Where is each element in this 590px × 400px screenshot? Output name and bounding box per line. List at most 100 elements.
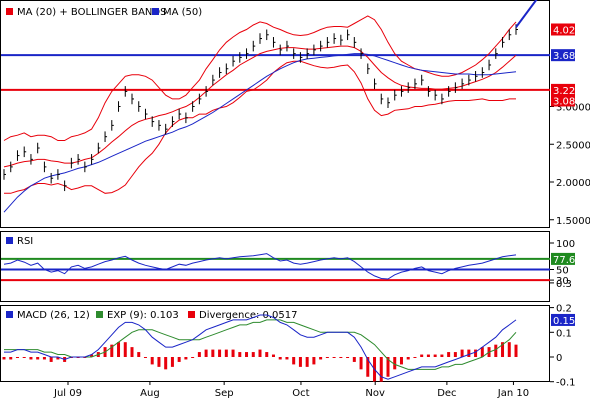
ma20-line: [3, 45, 517, 168]
macd-legend: MACD (26, 12) EXP (9): 0.103 Divergence:…: [6, 310, 298, 321]
price-value-tag-1-box: [551, 94, 575, 107]
x-axis-label-6: Jan 10: [497, 388, 529, 399]
rsi-value-tag-box: [551, 252, 575, 265]
price-y-tick-0: 1.5000: [556, 216, 590, 227]
divergence-bar: [117, 342, 121, 357]
divergence-bar: [467, 349, 471, 357]
divergence-bar: [440, 354, 444, 357]
trend-arrow-line: [515, 0, 538, 28]
divergence-bar: [447, 352, 451, 357]
rsi-y-tick-0: 100: [556, 239, 575, 250]
divergence-bar: [346, 357, 350, 358]
divergence-bar: [332, 357, 336, 358]
divergence-bar: [379, 357, 383, 382]
divergence-bar: [157, 357, 161, 367]
divergence-bar: [258, 349, 262, 357]
price-y-tick-3: 3.0000: [556, 103, 590, 114]
rsi-y-tick-2: 30: [556, 276, 569, 287]
macd-signal-line: [4, 319, 517, 370]
divergence-bar: [211, 349, 215, 357]
macd-y-tick-1: 0.2: [556, 304, 572, 315]
divergence-bar: [224, 349, 228, 357]
divergence-bar: [292, 357, 296, 365]
ma50-line: [3, 53, 517, 213]
bollinger-lower-line: [4, 60, 516, 194]
x-axis-label-1: Aug: [140, 388, 160, 399]
divergence-bar: [110, 344, 114, 357]
divergence-bar: [170, 357, 174, 367]
price-y-tick-1: 2.0000: [556, 178, 590, 189]
macd-legend-label: MACD (26, 12): [17, 310, 90, 321]
divergence-bar: [137, 352, 141, 357]
divergence-bar: [164, 357, 168, 370]
divergence-bar: [191, 357, 195, 358]
price-value-tag-1: 3.08: [553, 96, 575, 107]
divergence-bar: [22, 357, 26, 358]
divergence-bar: [399, 357, 403, 365]
divergence-bar: [460, 349, 464, 357]
signal-legend-swatch: [96, 311, 103, 318]
price-value-tag-0-box: [551, 23, 575, 36]
x-axis-label-0: Jul 09: [53, 388, 82, 399]
divergence-bar: [245, 352, 249, 357]
macd-legend-swatch: [6, 311, 13, 318]
macd-y-tick-4: 0: [556, 353, 562, 364]
divergence-bar: [197, 352, 201, 357]
price-legend: MA (20) + BOLLINGER BANDS MA (50): [6, 7, 202, 18]
rsi-legend: RSI: [6, 236, 33, 247]
x-axis-label-5: Dec: [437, 388, 456, 399]
macd-panel-frame: [0, 305, 550, 382]
divergence-bar: [251, 352, 255, 357]
divergence-bar: [271, 354, 275, 357]
divergence-bar: [507, 342, 511, 357]
price-panel-frame: [0, 0, 550, 228]
ma20-legend-swatch: [6, 8, 13, 15]
divergence-bar: [15, 357, 19, 358]
rsi-line: [3, 253, 517, 280]
divergence-bar: [265, 352, 269, 357]
price-level-label-2-box: [551, 49, 575, 62]
divergence-bar: [231, 349, 235, 357]
bollinger-upper-line: [3, 15, 517, 141]
divergence-bar: [56, 357, 60, 360]
divergence-bar: [366, 357, 370, 377]
divergence-bar: [393, 357, 397, 370]
divergence-bar: [184, 357, 188, 360]
macd-value-tag-0: 0.15: [553, 316, 575, 327]
signal-legend-label: EXP (9): 0.103: [107, 310, 179, 321]
divergence-bar: [130, 347, 134, 357]
x-axis-label-4: Nov: [365, 388, 385, 399]
divergence-bar: [29, 357, 33, 360]
divergence-bar: [278, 357, 282, 360]
divergence-bar: [36, 357, 40, 360]
divergence-bar: [406, 357, 410, 360]
divergence-bar: [305, 357, 309, 367]
divergence-bar: [453, 352, 457, 357]
divergence-bar: [359, 357, 363, 370]
divergence-bar: [204, 349, 208, 357]
x-axis-label-3: Oct: [292, 388, 309, 399]
ma50-legend-label: MA (50): [163, 7, 202, 18]
ma20-legend-label: MA (20) + BOLLINGER BANDS: [17, 7, 166, 18]
divergence-bar: [285, 357, 289, 360]
macd-value-tag-0-box: [551, 313, 575, 326]
price-level-label-3: 3.22: [553, 86, 575, 97]
divergence-legend-label: Divergence: 0.0517: [199, 310, 298, 321]
divergence-bar: [514, 344, 518, 357]
divergence-bar: [42, 357, 46, 360]
ma50-legend-swatch: [152, 8, 159, 15]
divergence-bar: [420, 354, 424, 357]
divergence-bar: [150, 357, 154, 365]
rsi-y-tick-1: 50: [556, 266, 569, 277]
divergence-bar: [325, 357, 329, 358]
price-level-label-3-box: [551, 83, 575, 96]
divergence-bar: [426, 354, 430, 357]
divergence-bar: [298, 357, 302, 367]
rsi-legend-swatch: [6, 237, 13, 244]
divergence-bar: [90, 354, 94, 357]
divergence-bar: [9, 357, 13, 360]
divergence-bar: [2, 357, 6, 360]
